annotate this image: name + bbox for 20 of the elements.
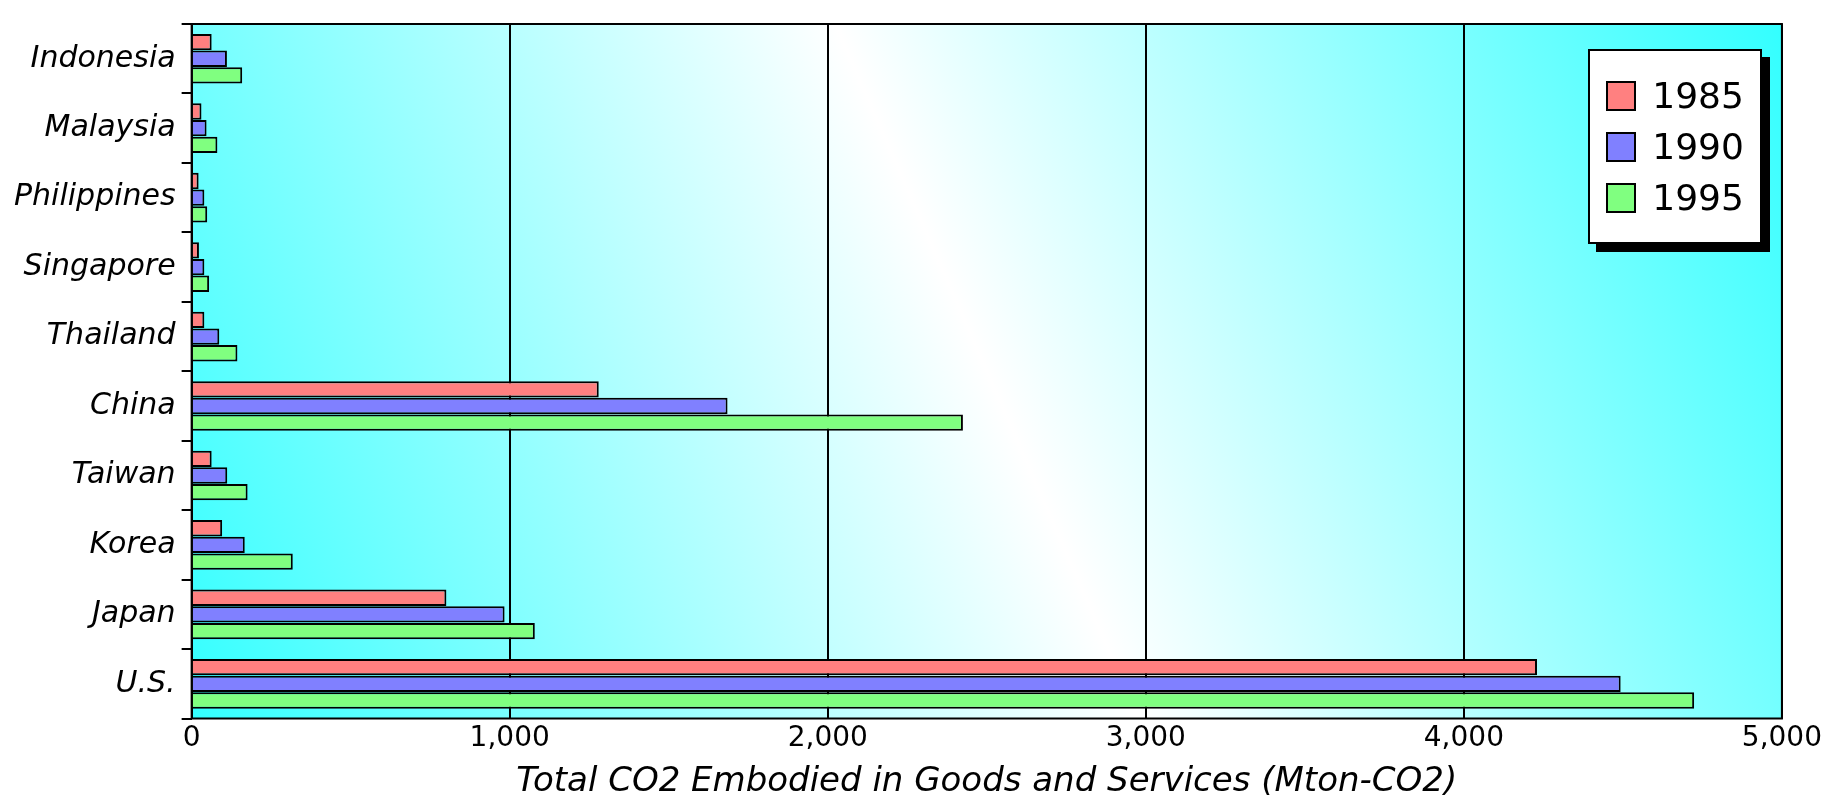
y-tick-label: Indonesia <box>30 38 176 74</box>
y-tick-label: Korea <box>89 524 176 560</box>
x-tick-label: 1,000 <box>469 719 550 753</box>
x-tick-label: 3,000 <box>1105 719 1186 753</box>
x-axis-title: Total CO2 Embodied in Goods and Services (Mton-CO2) <box>516 759 1458 800</box>
y-tick-label: China <box>89 385 176 421</box>
y-tick-label: U.S. <box>115 663 176 699</box>
x-tick-label: 0 <box>182 719 201 753</box>
y-tick-label: Malaysia <box>44 107 176 143</box>
y-tick-label: Japan <box>86 594 176 630</box>
legend-label: 1995 <box>1651 177 1744 218</box>
y-tick-label: Singapore <box>23 246 176 282</box>
y-tick-label: Taiwan <box>71 455 176 491</box>
x-tick-label: 4,000 <box>1423 719 1504 753</box>
y-tick-label: Thailand <box>46 316 177 352</box>
y-tick-label: Philippines <box>13 177 176 213</box>
legend-label: 1990 <box>1651 126 1744 167</box>
legend-label: 1985 <box>1651 75 1744 116</box>
x-tick-label: 2,000 <box>787 719 868 753</box>
x-tick-label: 5,000 <box>1741 719 1823 753</box>
